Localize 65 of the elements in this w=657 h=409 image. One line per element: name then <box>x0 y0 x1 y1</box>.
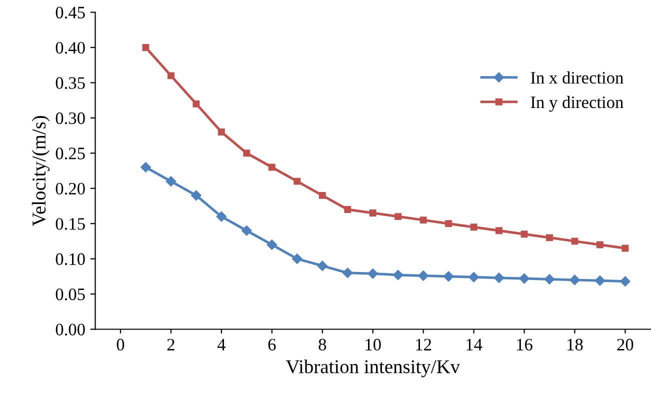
y-tick-label: 0.05 <box>56 288 85 300</box>
y-tick-label: 0.45 <box>56 6 85 19</box>
point <box>344 206 352 213</box>
point <box>470 224 478 231</box>
x-tick-label: 16 <box>517 338 532 350</box>
point <box>544 274 555 284</box>
point <box>394 213 402 220</box>
point <box>167 72 174 80</box>
x-tick-label: 4 <box>217 338 226 350</box>
legend-label: In x direction <box>530 71 624 84</box>
point <box>418 270 428 281</box>
point <box>420 216 427 224</box>
point <box>216 211 227 222</box>
point <box>342 268 353 278</box>
point <box>191 190 202 201</box>
y-tick-label: 0.35 <box>56 77 85 89</box>
x-tick-label: 0 <box>116 338 124 350</box>
x-tick-label: 12 <box>416 338 432 350</box>
point <box>369 210 376 216</box>
point <box>571 238 578 245</box>
point <box>520 230 528 238</box>
point <box>392 270 404 280</box>
point <box>496 227 502 234</box>
point <box>140 162 151 172</box>
y-tick-label: 0.10 <box>56 253 85 266</box>
point <box>266 240 278 250</box>
point <box>268 164 276 171</box>
point <box>294 178 301 185</box>
x-axis-title: Vibration intensity/Kv <box>286 360 460 378</box>
point <box>519 273 530 284</box>
x-tick-label: 20 <box>617 338 634 350</box>
point <box>243 150 250 157</box>
point <box>596 241 604 248</box>
y-tick-label: 0.00 <box>56 324 85 336</box>
x-tick-label: 6 <box>268 338 276 350</box>
point <box>494 272 504 283</box>
point <box>192 100 200 108</box>
point <box>318 192 326 199</box>
x-tick-label: 18 <box>568 338 583 350</box>
point <box>594 276 606 286</box>
x-tick-label: 14 <box>466 338 482 350</box>
point <box>546 234 553 242</box>
point <box>468 272 479 282</box>
point <box>166 176 176 186</box>
legend-label: In y direction <box>530 96 624 112</box>
point <box>142 44 150 51</box>
point <box>218 128 225 136</box>
point <box>242 226 252 236</box>
point <box>292 254 302 264</box>
point <box>622 244 629 252</box>
x-tick-label: 10 <box>366 338 381 350</box>
point <box>620 276 630 286</box>
point <box>317 260 328 271</box>
y-tick-label: 0.40 <box>56 42 85 54</box>
y-tick-label: 0.25 <box>56 148 85 160</box>
x-tick-label: 2 <box>167 338 174 350</box>
y-tick-label: 0.15 <box>56 218 85 230</box>
point <box>570 274 580 286</box>
point <box>443 271 454 282</box>
y-axis-title: Velocity/(m/s) <box>32 116 50 226</box>
x-tick-label: 8 <box>318 338 326 350</box>
point <box>445 220 452 228</box>
y-tick-label: 0.30 <box>56 112 85 124</box>
y-tick-label: 0.20 <box>56 182 85 195</box>
point <box>368 268 378 279</box>
